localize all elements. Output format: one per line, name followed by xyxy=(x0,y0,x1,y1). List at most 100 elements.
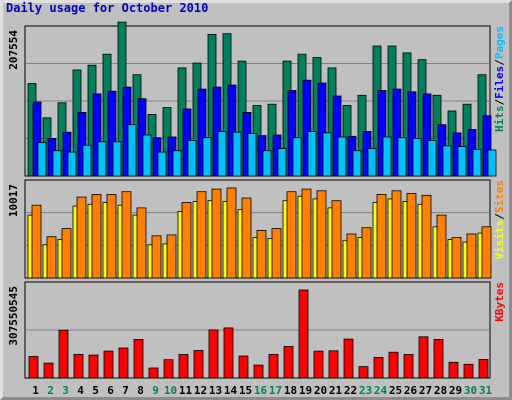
bar-sites-day-28 xyxy=(436,214,447,279)
x-tick-label-day-1: 1 xyxy=(32,384,39,397)
bar-pages-day-2 xyxy=(52,150,62,177)
bar-pages-day-16 xyxy=(262,150,272,177)
bar-kbytes-day-6 xyxy=(103,350,114,379)
bar-files-day-14 xyxy=(227,84,237,177)
bar-kbytes-day-20 xyxy=(313,350,324,379)
x-tick-label-day-22: 22 xyxy=(344,384,357,397)
x-tick-label-day-10: 10 xyxy=(164,384,177,397)
x-tick-label-day-3: 3 xyxy=(62,384,69,397)
bar-pages-day-5 xyxy=(97,141,107,177)
bar-files-day-24 xyxy=(377,90,387,177)
x-tick-label-day-4: 4 xyxy=(77,384,84,397)
x-tick-label-day-16: 16 xyxy=(254,384,268,397)
bar-pages-day-27 xyxy=(427,139,437,177)
bar-pages-day-14 xyxy=(232,131,242,177)
bar-kbytes-day-5 xyxy=(88,354,99,379)
bar-kbytes-day-4 xyxy=(73,354,84,379)
bar-kbytes-day-15 xyxy=(238,355,249,379)
bar-kbytes-day-8 xyxy=(133,338,144,379)
legend-entry-sites: Sites xyxy=(493,180,506,213)
bar-kbytes-day-24 xyxy=(373,356,384,379)
bar-files-day-26 xyxy=(407,91,417,177)
bar-sites-day-3 xyxy=(61,228,72,279)
bar-sites-day-16 xyxy=(256,229,267,279)
bar-kbytes-day-25 xyxy=(388,351,399,379)
bar-pages-day-12 xyxy=(202,137,212,177)
bar-files-day-18 xyxy=(287,90,297,177)
x-tick-label-day-21: 21 xyxy=(329,384,343,397)
bar-kbytes-day-29 xyxy=(448,361,459,379)
bar-pages-day-25 xyxy=(397,137,407,177)
bar-files-day-20 xyxy=(317,82,327,177)
bar-pages-day-4 xyxy=(82,144,92,177)
x-tick-label-day-30: 30 xyxy=(464,384,477,397)
bar-pages-day-7 xyxy=(127,124,137,177)
x-tick-label-day-18: 18 xyxy=(284,384,297,397)
x-tick-label-day-28: 28 xyxy=(434,384,447,397)
legend-entry-visits: Visits xyxy=(493,220,506,260)
bar-kbytes-day-11 xyxy=(178,354,189,379)
bar-pages-day-31 xyxy=(487,149,497,177)
chart-panel-2: 10017 Visits/Sites xyxy=(7,179,506,279)
bar-pages-day-1 xyxy=(37,142,47,177)
bar-sites-day-9 xyxy=(151,235,162,279)
bar-kbytes-day-14 xyxy=(223,327,234,379)
bar-pages-day-22 xyxy=(352,150,362,177)
x-tick-label-day-15: 15 xyxy=(239,384,252,397)
chart-title: Daily usage for October 2010 xyxy=(6,1,209,15)
bar-kbytes-day-19 xyxy=(298,289,309,379)
bar-sites-day-19 xyxy=(301,188,312,279)
x-tick-label-day-13: 13 xyxy=(209,384,222,397)
legend: Hits/Files/Pages xyxy=(493,26,506,132)
bar-sites-day-17 xyxy=(271,228,282,279)
x-tick-label-day-27: 27 xyxy=(419,384,432,397)
bar-pages-day-30 xyxy=(472,148,482,177)
bar-pages-day-8 xyxy=(142,134,152,177)
bar-sites-day-22 xyxy=(346,233,357,279)
bar-pages-day-20 xyxy=(322,132,332,177)
bar-files-day-19 xyxy=(302,79,312,177)
bar-kbytes-day-12 xyxy=(193,350,204,379)
bar-sites-day-6 xyxy=(106,193,117,279)
bar-kbytes-day-30 xyxy=(463,363,474,379)
bar-sites-day-2 xyxy=(46,236,57,279)
bar-files-day-12 xyxy=(197,88,207,177)
bar-files-day-25 xyxy=(392,88,402,177)
x-tick-label-day-24: 24 xyxy=(374,384,388,397)
bar-kbytes-day-13 xyxy=(208,329,219,379)
x-tick-label-day-5: 5 xyxy=(92,384,99,397)
y-axis-max-label: 10017 xyxy=(7,184,20,217)
bar-files-day-5 xyxy=(92,93,102,177)
x-tick-label-day-17: 17 xyxy=(269,384,282,397)
bar-files-day-21 xyxy=(332,95,342,177)
x-tick-label-day-14: 14 xyxy=(224,384,238,397)
bar-sites-day-10 xyxy=(166,234,177,279)
bar-sites-day-31 xyxy=(481,226,492,279)
x-tick-label-day-25: 25 xyxy=(389,384,402,397)
x-tick-label-day-2: 2 xyxy=(47,384,54,397)
bar-sites-day-13 xyxy=(211,188,222,279)
bar-pages-day-28 xyxy=(442,145,452,177)
bar-sites-day-29 xyxy=(451,237,462,279)
bar-kbytes-day-21 xyxy=(328,350,339,379)
bar-sites-day-21 xyxy=(331,200,342,279)
bar-kbytes-day-26 xyxy=(403,354,414,379)
bar-sites-day-14 xyxy=(226,187,237,279)
x-tick-label-day-11: 11 xyxy=(179,384,193,397)
bar-pages-day-23 xyxy=(367,148,377,177)
bar-pages-day-21 xyxy=(337,136,347,177)
bar-sites-day-15 xyxy=(241,197,252,279)
bar-sites-day-11 xyxy=(181,202,192,279)
x-tick-label-day-26: 26 xyxy=(404,384,418,397)
bar-sites-day-1 xyxy=(31,204,42,279)
bar-sites-day-26 xyxy=(406,193,417,279)
bar-kbytes-day-31 xyxy=(478,358,489,379)
bar-kbytes-day-23 xyxy=(358,366,369,379)
bar-kbytes-day-16 xyxy=(253,364,264,379)
bar-pages-day-11 xyxy=(187,139,197,177)
chart-panel-3: 307550545 KBytes xyxy=(7,281,506,379)
bar-kbytes-day-18 xyxy=(283,346,294,379)
bar-sites-day-30 xyxy=(466,233,477,279)
